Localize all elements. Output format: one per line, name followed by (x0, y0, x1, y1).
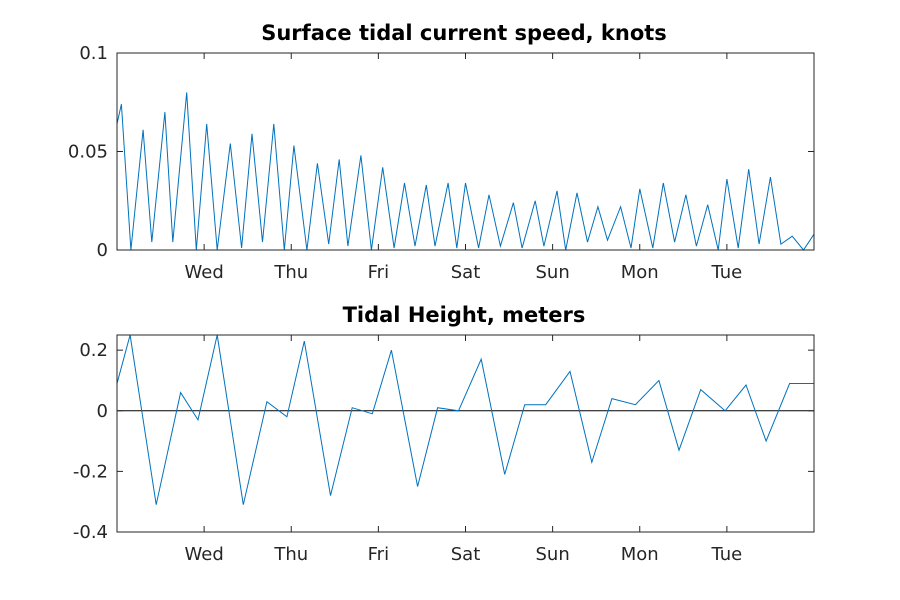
x-tick-label-current: Wed (185, 262, 224, 283)
x-tick-label-height: Mon (621, 544, 659, 565)
x-tick-label-height: Sun (536, 544, 570, 565)
x-tick-label-current: Tue (711, 262, 743, 283)
tidal-height-line (116, 334, 814, 505)
current-speed-line (116, 92, 815, 251)
x-tick-label-current: Fri (368, 262, 389, 283)
y-tick-label-height: 0.2 (79, 340, 108, 361)
x-tick-label-current: Thu (273, 262, 308, 283)
tidal-height-y-ticks: -0.4 -0.2 0 0.2 (73, 340, 814, 543)
tidal-height-x-ticks: Wed Thu Fri Sat Sun Mon Tue (185, 335, 743, 565)
current-speed-title: Surface tidal current speed, knots (261, 21, 667, 45)
x-tick-label-current: Sun (536, 262, 570, 283)
current-speed-x-ticks: Wed Thu Fri Sat Sun Mon Tue (185, 53, 743, 283)
y-tick-label-height: -0.4 (73, 522, 108, 543)
current-speed-y-ticks: 0 0.05 0.1 (68, 43, 814, 261)
y-tick-label-current: 0.05 (68, 142, 108, 163)
x-tick-label-height: Tue (711, 544, 743, 565)
y-tick-label-height: -0.2 (73, 461, 108, 482)
y-tick-label-height: 0 (97, 401, 108, 422)
tidal-height-panel: Tidal Height, meters -0.4 -0.2 0 0.2 Wed Thu… (73, 303, 815, 565)
x-tick-label-height: Wed (185, 544, 224, 565)
tidal-height-title: Tidal Height, meters (343, 303, 586, 327)
x-tick-label-current: Mon (621, 262, 659, 283)
current-speed-panel: Surface tidal current speed, knots 0 0.05… (68, 21, 815, 283)
y-tick-label-current: 0.1 (79, 43, 108, 64)
current-speed-axes (116, 52, 815, 251)
x-tick-label-height: Sat (451, 544, 481, 565)
x-tick-label-height: Thu (273, 544, 308, 565)
x-tick-label-height: Fri (368, 544, 389, 565)
y-tick-label-current: 0 (97, 240, 108, 261)
x-tick-label-current: Sat (451, 262, 481, 283)
